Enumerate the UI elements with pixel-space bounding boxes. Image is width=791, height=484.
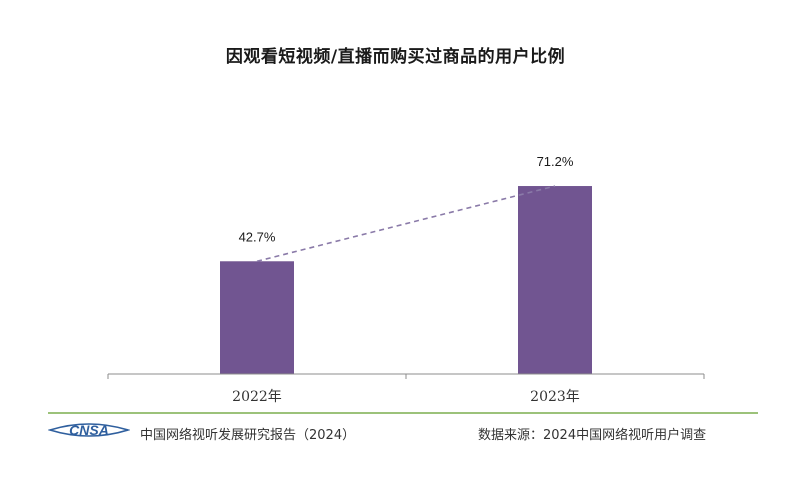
cnsa-logo: CNSA xyxy=(48,422,130,438)
bar-1 xyxy=(518,186,592,374)
data-source: 数据来源：2024中国网络视听用户调查 xyxy=(478,428,707,443)
bars-layer xyxy=(220,186,592,374)
logo-swoosh xyxy=(48,423,130,437)
report-name: 中国网络视听发展研究报告（2024） xyxy=(140,428,356,443)
footer-divider xyxy=(48,412,758,414)
x-tick-label-0: 2022年 xyxy=(232,389,282,405)
labels-layer: 42.7% 71.2% xyxy=(239,154,574,244)
data-label-1: 71.2% xyxy=(537,154,574,169)
trend-line xyxy=(256,185,556,263)
data-label-0: 42.7% xyxy=(239,229,276,244)
chart-title: 因观看短视频/直播而购买过商品的用户比例 xyxy=(225,47,566,67)
x-tick-label-1: 2023年 xyxy=(530,389,580,405)
logo-text: CNSA xyxy=(69,422,109,438)
x-axis: 2022年 2023年 xyxy=(107,373,705,405)
bar-0 xyxy=(220,261,294,374)
